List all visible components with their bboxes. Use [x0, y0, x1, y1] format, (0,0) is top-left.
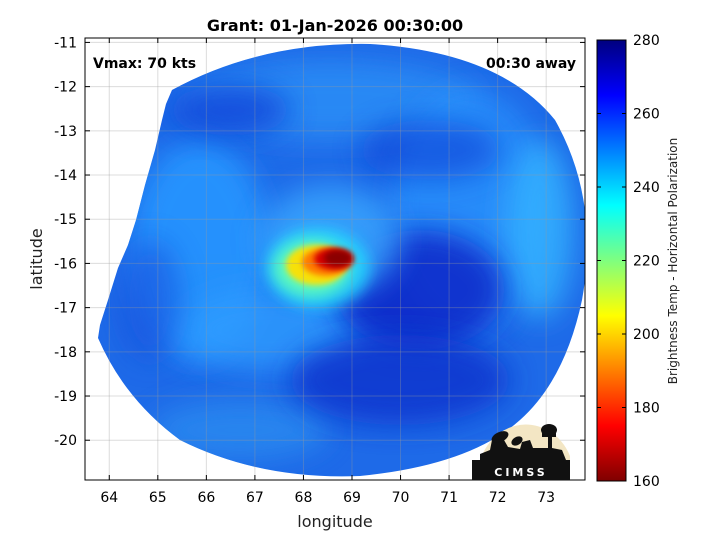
time-away-annotation: 00:30 away	[486, 56, 576, 72]
y-tick-label: -18	[54, 345, 77, 361]
colorbar-tick-label: 220	[633, 254, 660, 270]
colorbar-gradient	[596, 39, 627, 482]
y-tick-label: -13	[54, 124, 77, 140]
axes-frame	[84, 37, 586, 481]
vmax-annotation: Vmax: 70 kts	[93, 56, 196, 72]
logo-text: CIMSS	[494, 466, 547, 479]
cloud-band	[505, 140, 575, 320]
x-tick-label: 64	[100, 490, 118, 506]
colorbar-ticks: 280 260 240 220 200 180 160	[597, 33, 660, 490]
colorbar-label: Brightness Temp - Horizontal Polarizatio…	[666, 138, 680, 385]
y-tick-label: -20	[54, 433, 77, 449]
x-tick-label: 68	[295, 490, 313, 506]
y-tick-label: -17	[54, 301, 77, 317]
x-tick-label: 72	[489, 490, 507, 506]
colorbar: 280 260 240 220 200 180 160 Brightness Temp - …	[596, 33, 680, 490]
x-tick-label: 71	[440, 490, 458, 506]
warm-band	[290, 335, 510, 425]
warm-band	[170, 85, 290, 135]
colorbar-tick-label: 260	[633, 107, 660, 123]
y-tick-label: -11	[54, 35, 77, 51]
map-axes: 64 65 66 67 68 69 70 71 72 73 -11-12-13-14-15-16-…	[27, 35, 586, 531]
x-tick-label: 66	[197, 490, 215, 506]
y-axis-label: latitude	[27, 228, 46, 289]
cloud-band	[180, 290, 360, 370]
cold-core	[324, 250, 352, 266]
y-tick-label: -16	[54, 256, 77, 272]
brightness-temp-swath	[98, 43, 585, 477]
colorbar-tick-label: 200	[633, 327, 660, 343]
y-axis-ticks: -11 -12 -13 -14 -15 -16 -17 -18 -19 -20	[54, 35, 585, 449]
warm-band	[360, 120, 500, 180]
colorbar-tick-label: 180	[633, 401, 660, 417]
cloud-band	[150, 400, 330, 460]
y-tick-label: -15	[54, 212, 77, 228]
colorbar-tick-label: 160	[633, 474, 660, 490]
y-tick-label: -14	[54, 168, 77, 184]
x-tick-label: 69	[343, 490, 361, 506]
y-tick-label: -19	[54, 389, 77, 405]
logo-dish	[511, 436, 523, 446]
logo-ground	[472, 460, 570, 480]
x-axis-ticks: 64 65 66 67 68 69 70 71 72 73	[100, 38, 555, 506]
figure-title: Grant: 01-Jan-2026 00:30:00	[207, 16, 463, 35]
x-axis-label: longitude	[297, 512, 372, 531]
x-tick-label: 67	[246, 490, 264, 506]
grid-lines	[85, 38, 585, 480]
x-tick-label: 70	[392, 490, 410, 506]
logo-tower-tank	[541, 424, 557, 436]
colorbar-tick-label: 240	[633, 180, 660, 196]
colorbar-tick-label: 280	[633, 33, 660, 49]
warm-band	[120, 240, 180, 360]
logo-dish	[491, 431, 509, 443]
y-tick-label: -12	[54, 80, 77, 96]
cimss-logo: CIMSS	[472, 424, 570, 480]
x-tick-label: 65	[149, 490, 167, 506]
x-tick-label: 73	[537, 490, 555, 506]
